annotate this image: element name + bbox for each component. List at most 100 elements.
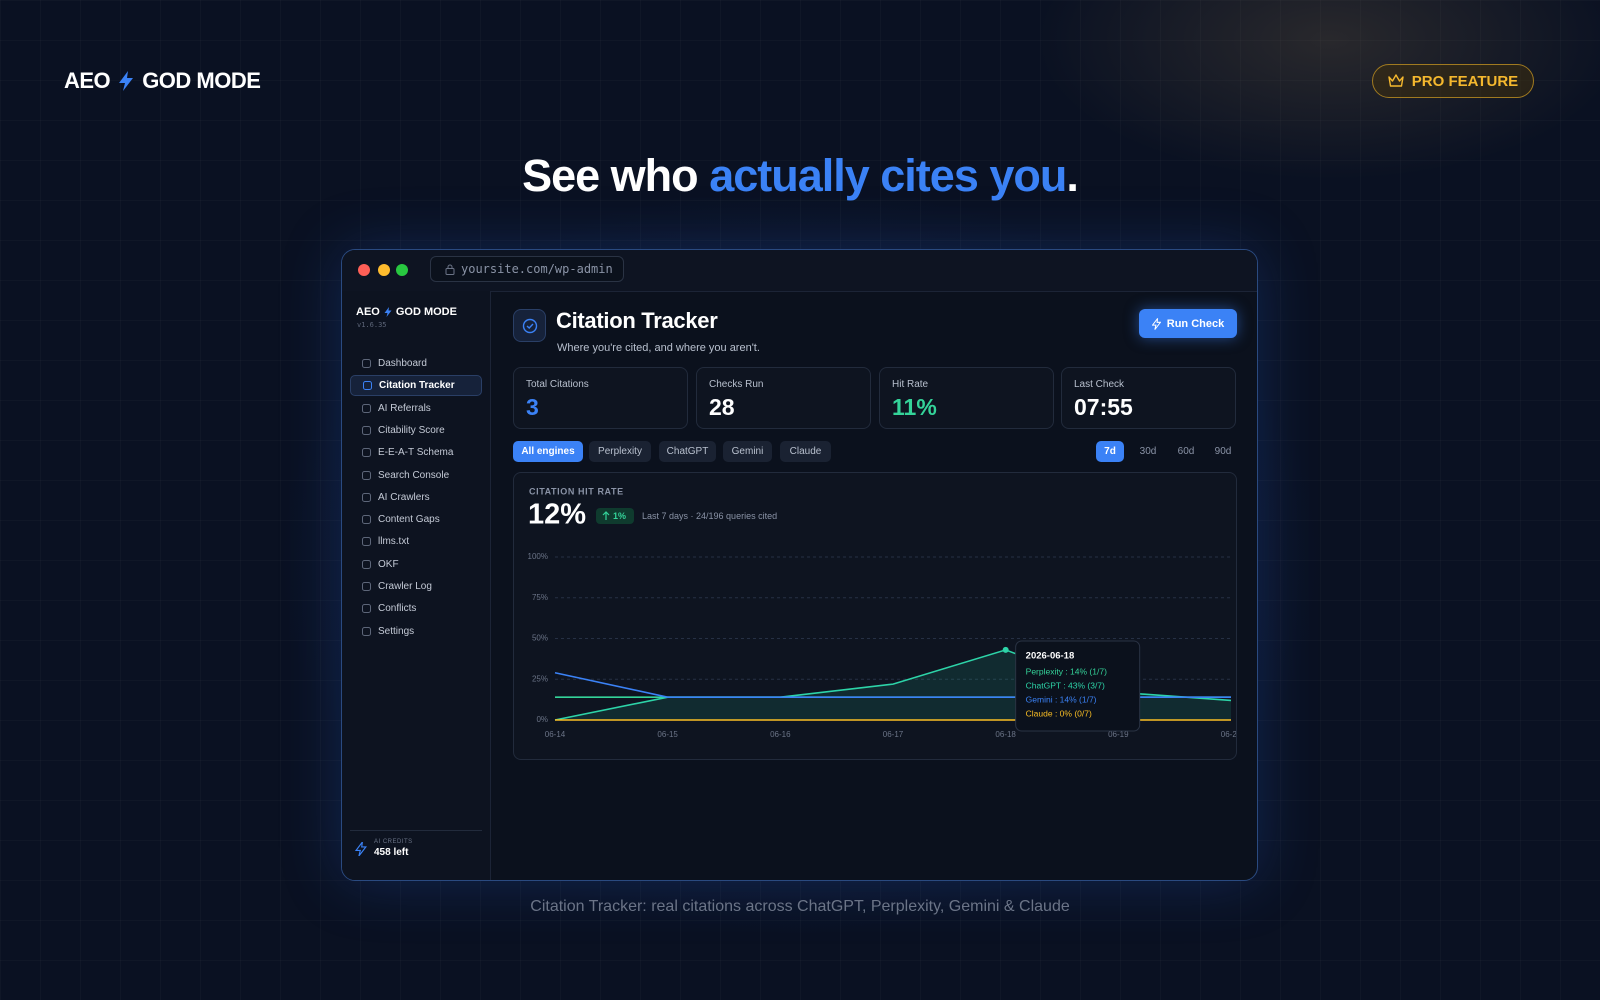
page-icon bbox=[513, 309, 546, 342]
nav-label: AI Referrals bbox=[378, 402, 431, 414]
nav-item[interactable]: llms.txt bbox=[350, 531, 482, 552]
engine-filter[interactable]: All engines bbox=[513, 441, 583, 462]
close-dot[interactable] bbox=[358, 264, 370, 276]
nav-item[interactable]: Crawler Log bbox=[350, 576, 482, 597]
nav-icon-shape bbox=[362, 425, 371, 435]
sidebar-logo: AEO GOD MODE bbox=[356, 306, 457, 318]
nav-icon bbox=[362, 470, 371, 480]
stat-label: Total Citations bbox=[526, 379, 589, 390]
minimize-dot[interactable] bbox=[378, 264, 390, 276]
nav-icon-shape bbox=[362, 403, 371, 413]
logo-text: GOD MODE bbox=[395, 306, 457, 318]
nav-icon bbox=[362, 359, 371, 368]
stat-card: Total Citations 3 bbox=[513, 367, 688, 429]
nav-icon bbox=[362, 425, 371, 435]
headline-lead: See who bbox=[522, 150, 699, 201]
nav-icon-shape bbox=[362, 626, 371, 636]
engine-filter[interactable]: Gemini bbox=[723, 441, 772, 462]
nav-label: Citability Score bbox=[378, 424, 445, 436]
crown-icon bbox=[1388, 74, 1404, 87]
nav-icon bbox=[362, 403, 371, 413]
url-text: yoursite.com/wp-admin bbox=[461, 262, 613, 276]
browser-window: yoursite.com/wp-admin AEO GOD MODE v1.6.… bbox=[341, 249, 1258, 881]
nav-icon-shape bbox=[362, 359, 371, 368]
nav-icon-shape bbox=[362, 515, 371, 525]
bolt-icon bbox=[384, 307, 392, 317]
x-tick-label: 06-20 bbox=[1221, 730, 1236, 739]
x-tick-label: 06-16 bbox=[770, 730, 791, 739]
button-text: Run Check bbox=[1166, 317, 1225, 330]
nav-item[interactable]: Citability Score bbox=[350, 420, 482, 441]
range-filter[interactable]: 90d bbox=[1214, 446, 1232, 457]
engine-filter[interactable]: Claude bbox=[780, 441, 831, 462]
tooltip-entry: ChatGPT : 43% (3/7) bbox=[1026, 680, 1105, 690]
nav-label: E-E-A-T Schema bbox=[378, 447, 454, 459]
nav-item[interactable]: AI Referrals bbox=[350, 398, 482, 419]
url-bar[interactable]: yoursite.com/wp-admin bbox=[430, 256, 624, 282]
nav-icon-shape bbox=[362, 604, 371, 614]
engine-filter[interactable]: Perplexity bbox=[589, 441, 651, 462]
chart: CITATION HIT RATE 12% 1% Last 7 days · 24/1… bbox=[528, 486, 1242, 739]
y-tick-label: 25% bbox=[532, 674, 548, 683]
chart-headline: 12% bbox=[528, 499, 586, 531]
maximize-dot[interactable] bbox=[396, 264, 408, 276]
stat-label: Hit Rate bbox=[892, 379, 929, 390]
x-tick-label: 06-17 bbox=[883, 730, 904, 739]
nav-icon-shape bbox=[362, 537, 371, 547]
title-bar: yoursite.com/wp-admin bbox=[342, 250, 1257, 292]
nav-item[interactable]: AI Crawlers bbox=[350, 487, 482, 508]
y-tick-label: 0% bbox=[536, 715, 548, 724]
run-check-button[interactable]: Run Check bbox=[1139, 309, 1237, 338]
divider bbox=[350, 830, 482, 831]
nav-icon-shape bbox=[362, 582, 371, 591]
nav-label: Crawler Log bbox=[378, 581, 432, 592]
bolt-icon bbox=[119, 71, 134, 91]
stat-value: 28 bbox=[709, 394, 735, 420]
nav-label: Conflicts bbox=[378, 603, 417, 615]
tooltip-title: 2026-06-18 bbox=[1026, 651, 1075, 662]
tooltip-entry: Gemini : 14% (1/7) bbox=[1026, 694, 1097, 704]
nav-icon bbox=[362, 559, 371, 569]
stat-value: 07:55 bbox=[1074, 394, 1133, 420]
y-tick-label: 100% bbox=[528, 552, 548, 561]
nav-item[interactable]: E-E-A-T Schema bbox=[350, 442, 482, 463]
credits-label: AI CREDITS bbox=[374, 839, 413, 845]
nav-item[interactable]: Settings bbox=[350, 621, 482, 642]
tooltip-entry: Perplexity : 14% (1/7) bbox=[1026, 666, 1107, 676]
range-filter[interactable]: 30d bbox=[1139, 446, 1157, 457]
nav-icon bbox=[362, 626, 371, 636]
delta-arrow bbox=[602, 511, 610, 520]
nav-item[interactable]: Citation Tracker bbox=[350, 375, 482, 397]
nav-icon bbox=[362, 604, 371, 614]
nav-item[interactable]: Search Console bbox=[350, 465, 482, 486]
range-filter[interactable]: 60d bbox=[1177, 446, 1195, 457]
x-tick-label: 06-18 bbox=[995, 730, 1016, 739]
stat-card: Last Check 07:55 bbox=[1061, 367, 1236, 429]
tooltip-entry: Claude : 0% (0/7) bbox=[1026, 708, 1092, 718]
stat-card: Hit Rate 11% bbox=[879, 367, 1054, 429]
nav-icon-shape bbox=[362, 470, 371, 480]
page-title: Citation Tracker bbox=[556, 308, 718, 333]
nav-label: Content Gaps bbox=[378, 514, 440, 526]
nav-item[interactable]: Dashboard bbox=[350, 353, 482, 374]
nav-item[interactable]: OKF bbox=[350, 554, 482, 575]
nav-label: AI Crawlers bbox=[378, 491, 430, 503]
y-tick-label: 50% bbox=[532, 634, 548, 643]
nav-icon bbox=[362, 582, 371, 591]
logo-text: GOD MODE bbox=[142, 68, 261, 93]
nav-icon bbox=[362, 492, 371, 502]
range-filter[interactable]: 7d bbox=[1096, 441, 1124, 462]
nav-label: Citation Tracker bbox=[379, 380, 455, 392]
engine-filter[interactable]: ChatGPT bbox=[659, 441, 716, 462]
x-tick-label: 06-14 bbox=[545, 730, 566, 739]
stat-label: Last Check bbox=[1074, 379, 1125, 390]
nav-icon-shape bbox=[362, 492, 371, 502]
credits-value: 458 left bbox=[374, 847, 409, 858]
headline-highlight: actually cites you bbox=[709, 150, 1067, 201]
stat-value: 11% bbox=[892, 394, 937, 420]
nav-label: Dashboard bbox=[378, 358, 427, 369]
pro-badge[interactable]: PRO FEATURE bbox=[1372, 64, 1534, 98]
brand-logo[interactable]: AEO GOD MODE bbox=[64, 68, 261, 94]
nav-item[interactable]: Conflicts bbox=[350, 598, 482, 619]
nav-item[interactable]: Content Gaps bbox=[350, 509, 482, 530]
